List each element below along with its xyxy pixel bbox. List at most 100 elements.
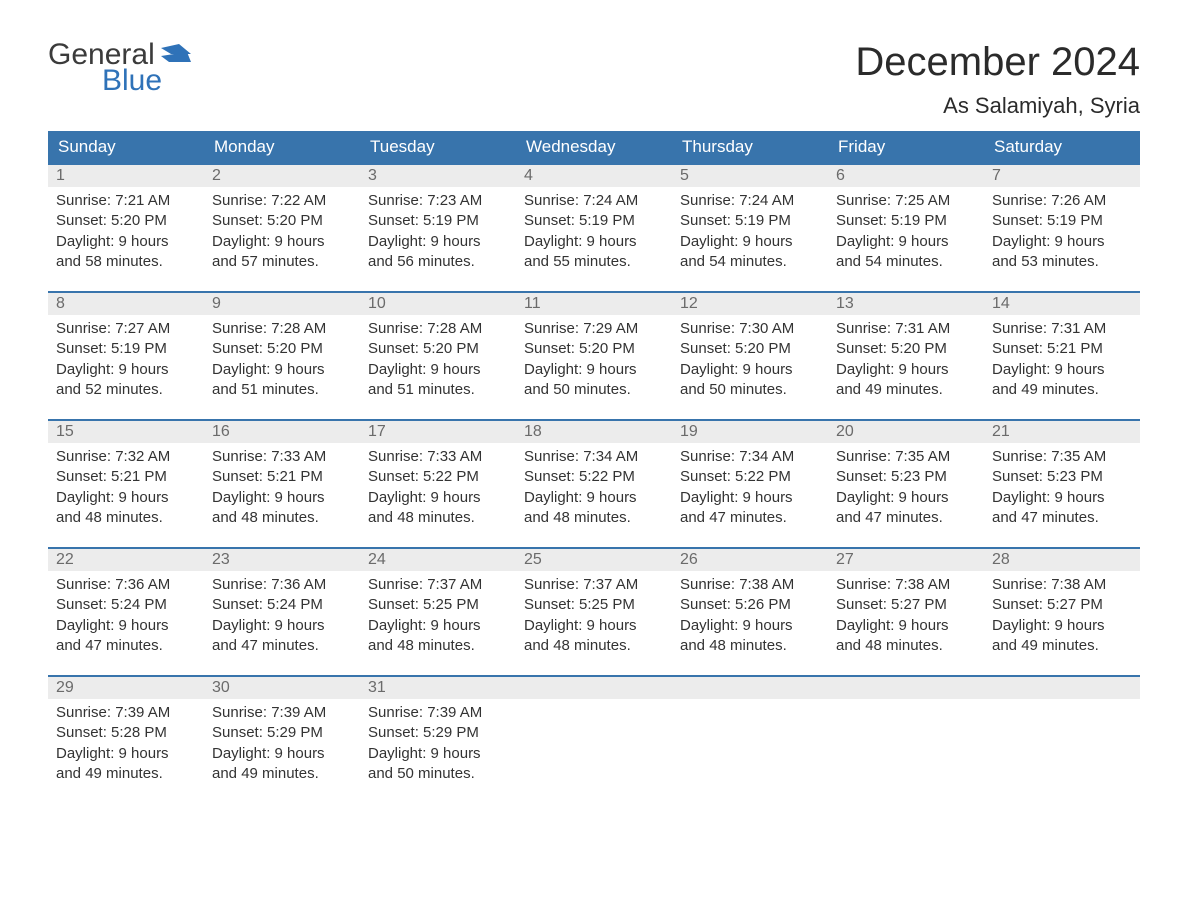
day-number: 29 <box>48 675 204 699</box>
day-details: Sunrise: 7:33 AMSunset: 5:22 PMDaylight:… <box>360 443 516 538</box>
day-details: Sunrise: 7:34 AMSunset: 5:22 PMDaylight:… <box>516 443 672 538</box>
sunset-line: Sunset: 5:27 PM <box>992 595 1132 615</box>
day-details: Sunrise: 7:33 AMSunset: 5:21 PMDaylight:… <box>204 443 360 538</box>
calendar-week-row: 29Sunrise: 7:39 AMSunset: 5:28 PMDayligh… <box>48 675 1140 803</box>
day-number: 15 <box>48 419 204 443</box>
daylight-line: Daylight: 9 hours and 47 minutes. <box>680 488 820 529</box>
calendar-cell: 6Sunrise: 7:25 AMSunset: 5:19 PMDaylight… <box>828 163 984 291</box>
calendar-cell: 8Sunrise: 7:27 AMSunset: 5:19 PMDaylight… <box>48 291 204 419</box>
sunrise-line: Sunrise: 7:39 AM <box>212 703 352 723</box>
calendar-cell: 15Sunrise: 7:32 AMSunset: 5:21 PMDayligh… <box>48 419 204 547</box>
calendar-cell: 27Sunrise: 7:38 AMSunset: 5:27 PMDayligh… <box>828 547 984 675</box>
sunrise-line: Sunrise: 7:39 AM <box>368 703 508 723</box>
day-details: Sunrise: 7:37 AMSunset: 5:25 PMDaylight:… <box>516 571 672 666</box>
sunset-line: Sunset: 5:19 PM <box>56 339 196 359</box>
day-number: 3 <box>360 163 516 187</box>
daylight-line: Daylight: 9 hours and 47 minutes. <box>992 488 1132 529</box>
calendar-week-row: 22Sunrise: 7:36 AMSunset: 5:24 PMDayligh… <box>48 547 1140 675</box>
day-number-empty <box>828 675 984 699</box>
calendar-cell: 3Sunrise: 7:23 AMSunset: 5:19 PMDaylight… <box>360 163 516 291</box>
daylight-line: Daylight: 9 hours and 52 minutes. <box>56 360 196 401</box>
day-number: 9 <box>204 291 360 315</box>
calendar-cell <box>672 675 828 803</box>
sunset-line: Sunset: 5:20 PM <box>836 339 976 359</box>
calendar-cell: 11Sunrise: 7:29 AMSunset: 5:20 PMDayligh… <box>516 291 672 419</box>
daylight-line: Daylight: 9 hours and 48 minutes. <box>524 488 664 529</box>
daylight-line: Daylight: 9 hours and 48 minutes. <box>368 488 508 529</box>
sunrise-line: Sunrise: 7:24 AM <box>680 191 820 211</box>
calendar-cell: 13Sunrise: 7:31 AMSunset: 5:20 PMDayligh… <box>828 291 984 419</box>
day-details: Sunrise: 7:23 AMSunset: 5:19 PMDaylight:… <box>360 187 516 282</box>
calendar-week-row: 15Sunrise: 7:32 AMSunset: 5:21 PMDayligh… <box>48 419 1140 547</box>
sunset-line: Sunset: 5:25 PM <box>368 595 508 615</box>
daylight-line: Daylight: 9 hours and 50 minutes. <box>524 360 664 401</box>
day-details: Sunrise: 7:36 AMSunset: 5:24 PMDaylight:… <box>204 571 360 666</box>
calendar-cell: 1Sunrise: 7:21 AMSunset: 5:20 PMDaylight… <box>48 163 204 291</box>
sunset-line: Sunset: 5:24 PM <box>212 595 352 615</box>
daylight-line: Daylight: 9 hours and 49 minutes. <box>992 360 1132 401</box>
day-number: 7 <box>984 163 1140 187</box>
calendar-cell: 12Sunrise: 7:30 AMSunset: 5:20 PMDayligh… <box>672 291 828 419</box>
day-number: 1 <box>48 163 204 187</box>
daylight-line: Daylight: 9 hours and 55 minutes. <box>524 232 664 273</box>
logo-flag-icon <box>161 44 191 68</box>
calendar-cell: 20Sunrise: 7:35 AMSunset: 5:23 PMDayligh… <box>828 419 984 547</box>
calendar-cell: 2Sunrise: 7:22 AMSunset: 5:20 PMDaylight… <box>204 163 360 291</box>
day-number: 30 <box>204 675 360 699</box>
day-details: Sunrise: 7:32 AMSunset: 5:21 PMDaylight:… <box>48 443 204 538</box>
sunset-line: Sunset: 5:20 PM <box>212 339 352 359</box>
sunset-line: Sunset: 5:21 PM <box>212 467 352 487</box>
sunrise-line: Sunrise: 7:36 AM <box>56 575 196 595</box>
sunrise-line: Sunrise: 7:30 AM <box>680 319 820 339</box>
sunset-line: Sunset: 5:20 PM <box>680 339 820 359</box>
sunrise-line: Sunrise: 7:31 AM <box>992 319 1132 339</box>
daylight-line: Daylight: 9 hours and 58 minutes. <box>56 232 196 273</box>
calendar-week-row: 1Sunrise: 7:21 AMSunset: 5:20 PMDaylight… <box>48 163 1140 291</box>
daylight-line: Daylight: 9 hours and 54 minutes. <box>680 232 820 273</box>
daylight-line: Daylight: 9 hours and 48 minutes. <box>524 616 664 657</box>
day-details: Sunrise: 7:38 AMSunset: 5:26 PMDaylight:… <box>672 571 828 666</box>
month-title: December 2024 <box>855 40 1140 85</box>
day-number: 31 <box>360 675 516 699</box>
calendar-cell: 31Sunrise: 7:39 AMSunset: 5:29 PMDayligh… <box>360 675 516 803</box>
sunset-line: Sunset: 5:19 PM <box>992 211 1132 231</box>
day-details: Sunrise: 7:27 AMSunset: 5:19 PMDaylight:… <box>48 315 204 410</box>
day-number: 23 <box>204 547 360 571</box>
day-details: Sunrise: 7:35 AMSunset: 5:23 PMDaylight:… <box>828 443 984 538</box>
calendar-week-row: 8Sunrise: 7:27 AMSunset: 5:19 PMDaylight… <box>48 291 1140 419</box>
weekday-header: Saturday <box>984 131 1140 163</box>
day-details: Sunrise: 7:28 AMSunset: 5:20 PMDaylight:… <box>204 315 360 410</box>
sunset-line: Sunset: 5:25 PM <box>524 595 664 615</box>
daylight-line: Daylight: 9 hours and 48 minutes. <box>56 488 196 529</box>
sunset-line: Sunset: 5:23 PM <box>836 467 976 487</box>
calendar-table: SundayMondayTuesdayWednesdayThursdayFrid… <box>48 131 1140 803</box>
day-number: 6 <box>828 163 984 187</box>
day-number: 26 <box>672 547 828 571</box>
day-details: Sunrise: 7:39 AMSunset: 5:29 PMDaylight:… <box>360 699 516 794</box>
day-details: Sunrise: 7:26 AMSunset: 5:19 PMDaylight:… <box>984 187 1140 282</box>
daylight-line: Daylight: 9 hours and 50 minutes. <box>368 744 508 785</box>
daylight-line: Daylight: 9 hours and 51 minutes. <box>212 360 352 401</box>
day-number: 22 <box>48 547 204 571</box>
sunrise-line: Sunrise: 7:36 AM <box>212 575 352 595</box>
day-number-empty <box>516 675 672 699</box>
sunrise-line: Sunrise: 7:24 AM <box>524 191 664 211</box>
sunset-line: Sunset: 5:19 PM <box>368 211 508 231</box>
sunset-line: Sunset: 5:24 PM <box>56 595 196 615</box>
calendar-cell <box>516 675 672 803</box>
day-number: 24 <box>360 547 516 571</box>
sunrise-line: Sunrise: 7:33 AM <box>212 447 352 467</box>
sunset-line: Sunset: 5:20 PM <box>368 339 508 359</box>
sunrise-line: Sunrise: 7:25 AM <box>836 191 976 211</box>
daylight-line: Daylight: 9 hours and 48 minutes. <box>212 488 352 529</box>
location-label: As Salamiyah, Syria <box>855 93 1140 119</box>
sunset-line: Sunset: 5:22 PM <box>524 467 664 487</box>
calendar-cell: 4Sunrise: 7:24 AMSunset: 5:19 PMDaylight… <box>516 163 672 291</box>
weekday-header: Thursday <box>672 131 828 163</box>
calendar-cell: 23Sunrise: 7:36 AMSunset: 5:24 PMDayligh… <box>204 547 360 675</box>
day-details: Sunrise: 7:30 AMSunset: 5:20 PMDaylight:… <box>672 315 828 410</box>
calendar-cell: 21Sunrise: 7:35 AMSunset: 5:23 PMDayligh… <box>984 419 1140 547</box>
daylight-line: Daylight: 9 hours and 47 minutes. <box>56 616 196 657</box>
calendar-cell: 18Sunrise: 7:34 AMSunset: 5:22 PMDayligh… <box>516 419 672 547</box>
daylight-line: Daylight: 9 hours and 49 minutes. <box>212 744 352 785</box>
